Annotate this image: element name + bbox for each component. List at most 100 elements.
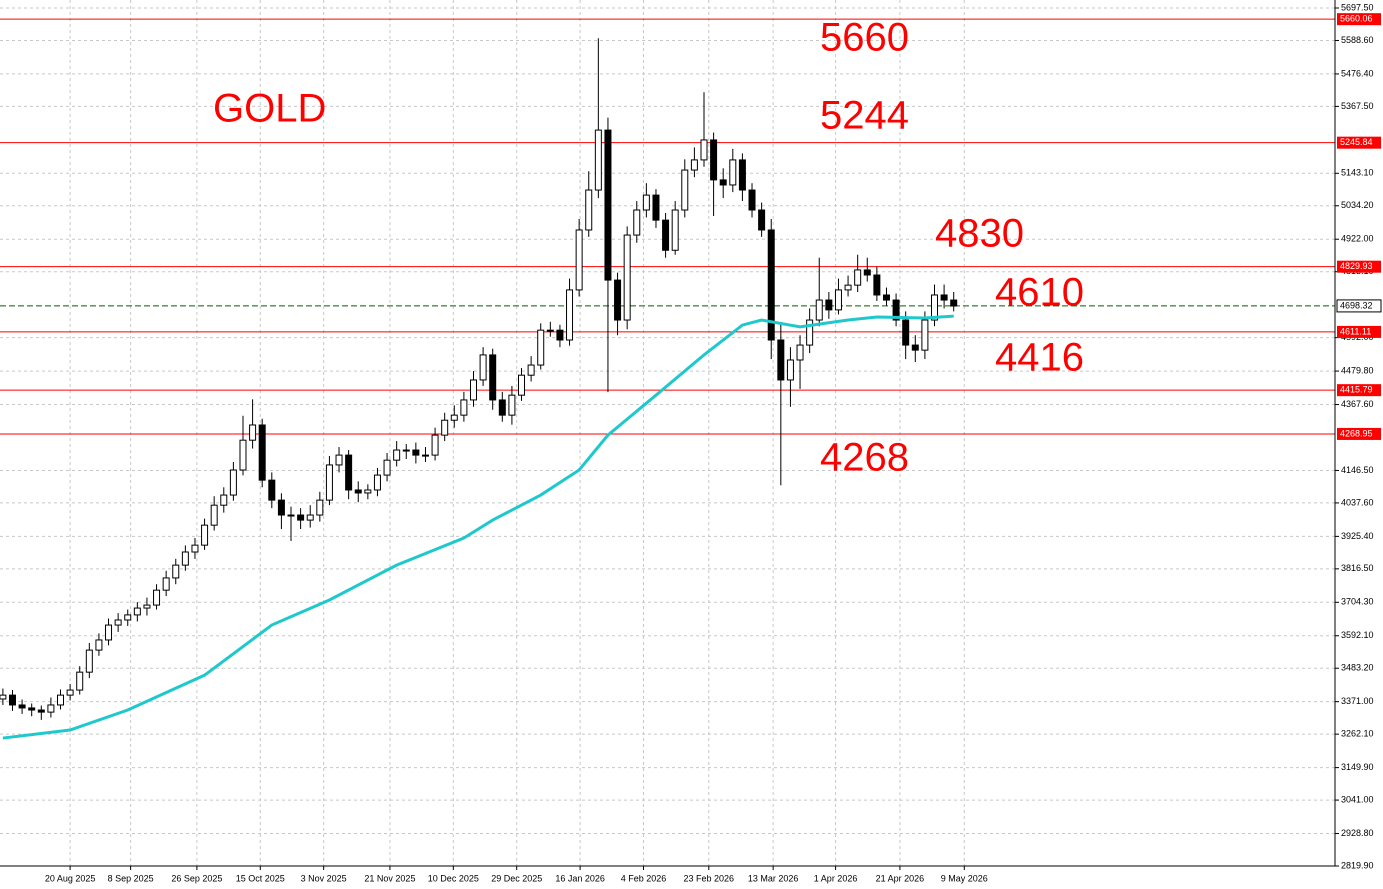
candle-body xyxy=(287,514,295,517)
x-tick-label: 23 Feb 2026 xyxy=(684,873,735,883)
candle-body xyxy=(383,459,391,476)
y-tick-label: 3592.10 xyxy=(1341,630,1374,640)
candle-body xyxy=(556,329,564,341)
candle-body xyxy=(268,479,276,501)
x-tick-label: 26 Sep 2025 xyxy=(171,873,222,883)
candle-body xyxy=(354,489,362,494)
candle-body xyxy=(671,209,679,251)
y-tick-label: 2819.90 xyxy=(1341,860,1374,870)
level-label: 4415.79 xyxy=(1340,385,1373,395)
candle-body xyxy=(854,269,862,286)
x-tick-label: 10 Dec 2025 xyxy=(428,873,479,883)
candle-body xyxy=(181,551,189,566)
y-tick-label: 5588.60 xyxy=(1341,35,1374,45)
x-tick-label: 1 Apr 2026 xyxy=(814,873,858,883)
y-tick-label: 2928.80 xyxy=(1341,828,1374,838)
candle-body xyxy=(105,624,113,641)
candle-body xyxy=(210,504,218,526)
candle-body xyxy=(604,129,612,281)
candle-body xyxy=(18,704,26,709)
y-tick-label: 3483.20 xyxy=(1341,663,1374,673)
candle-body xyxy=(460,399,468,416)
candle-body xyxy=(76,671,84,691)
candle-body xyxy=(373,474,381,491)
candle-body xyxy=(623,234,631,321)
candle-body xyxy=(662,219,670,251)
candle-body xyxy=(335,454,343,466)
candle-body xyxy=(489,354,497,401)
x-tick-label: 13 Mar 2026 xyxy=(748,873,799,883)
candle-body xyxy=(85,649,93,673)
candle-body xyxy=(652,194,660,221)
candle-body xyxy=(191,544,199,553)
candle-body xyxy=(777,339,785,381)
candle-body xyxy=(767,229,775,341)
candle-body xyxy=(316,499,324,516)
candle-body xyxy=(450,414,458,421)
y-tick-label: 3041.00 xyxy=(1341,794,1374,804)
x-tick-label: 15 Oct 2025 xyxy=(236,873,285,883)
candle-body xyxy=(172,564,180,579)
y-tick-label: 3816.50 xyxy=(1341,563,1374,573)
candle-body xyxy=(143,604,151,609)
candle-body xyxy=(28,707,36,711)
y-tick-label: 3371.00 xyxy=(1341,696,1374,706)
candle-body xyxy=(825,299,833,311)
candle-body xyxy=(921,319,929,351)
y-tick-label: 5367.50 xyxy=(1341,101,1374,111)
x-tick-label: 21 Apr 2026 xyxy=(876,873,925,883)
plot xyxy=(0,38,958,740)
candle-body xyxy=(364,489,372,494)
candle-body xyxy=(508,394,516,416)
y-tick-label: 4479.80 xyxy=(1341,365,1374,375)
candle-body xyxy=(249,424,257,441)
y-tick-label: 3925.40 xyxy=(1341,531,1374,541)
annotation: 4830 xyxy=(935,212,1024,256)
candle-body xyxy=(758,209,766,231)
candle-body xyxy=(575,229,583,291)
candle-body xyxy=(786,359,794,381)
candle-body xyxy=(594,129,602,191)
candle-body xyxy=(566,289,574,341)
y-tick-label: 3149.90 xyxy=(1341,762,1374,772)
candle-body xyxy=(892,299,900,321)
y-tick-label: 5476.40 xyxy=(1341,68,1374,78)
candle-body xyxy=(498,399,506,416)
candle-body xyxy=(124,614,132,621)
candle-body xyxy=(527,364,535,376)
candle-body xyxy=(114,619,122,626)
candle-body xyxy=(585,189,593,231)
candle-body xyxy=(681,169,689,211)
candle-body xyxy=(297,514,305,521)
y-tick-label: 4146.50 xyxy=(1341,465,1374,475)
candle-body xyxy=(719,179,727,186)
level-label-box xyxy=(1337,13,1381,26)
moving-average xyxy=(2,314,954,740)
candle-body xyxy=(469,379,477,401)
annotation: 4416 xyxy=(995,336,1084,380)
candle-body xyxy=(882,294,890,301)
candle-body xyxy=(431,434,439,456)
candle-body xyxy=(479,354,487,381)
candle-body xyxy=(633,209,641,236)
candle-body xyxy=(700,139,708,161)
candle-body xyxy=(950,299,958,307)
level-label-box xyxy=(1337,325,1381,338)
candle-body xyxy=(402,449,410,452)
level-label: 4829.93 xyxy=(1340,261,1373,271)
grid xyxy=(0,0,1335,867)
candle-body xyxy=(518,374,526,396)
candle-body xyxy=(796,344,804,361)
candle-body xyxy=(911,344,919,351)
candle-body xyxy=(220,494,228,506)
candle-body xyxy=(902,319,910,346)
x-tick-label: 20 Aug 2025 xyxy=(45,873,96,883)
y-tick-label: 3262.10 xyxy=(1341,729,1374,739)
candle-body xyxy=(546,329,554,332)
y-tick-label: 4367.60 xyxy=(1341,399,1374,409)
candle-body xyxy=(162,577,170,591)
candle-body xyxy=(834,289,842,311)
x-tick-label: 4 Feb 2026 xyxy=(621,873,667,883)
